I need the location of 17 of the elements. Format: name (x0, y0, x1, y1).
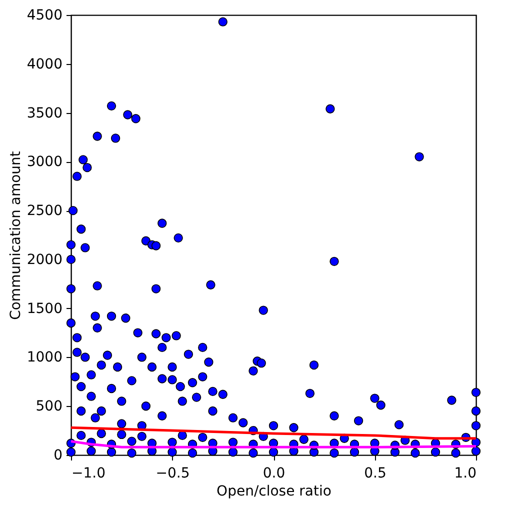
y-axis-title: Communication amount (8, 150, 24, 320)
y-tick-label: 4000 (26, 56, 62, 72)
y-tick-label: 500 (36, 398, 62, 415)
x-tick-label: 0.0 (262, 466, 286, 482)
y-tick-label: 1500 (26, 300, 62, 317)
y-tick-label: 2000 (26, 252, 62, 268)
y-tick-label: 1000 (26, 350, 62, 366)
x-axis-title: Open/close ratio (216, 484, 332, 500)
y-tick-label: 2500 (26, 203, 62, 220)
x-tick-label: −0.5 (156, 466, 190, 482)
x-tick-label: 1.0 (454, 466, 476, 482)
x-tick-label: 0.5 (364, 466, 386, 482)
y-tick-label: 3000 (26, 154, 62, 170)
y-tick-label: 0 (54, 448, 62, 464)
x-tick-label: −1.0 (72, 466, 106, 482)
y-tick-label: 3500 (26, 105, 62, 122)
y-tick-label: 4500 (26, 8, 62, 24)
